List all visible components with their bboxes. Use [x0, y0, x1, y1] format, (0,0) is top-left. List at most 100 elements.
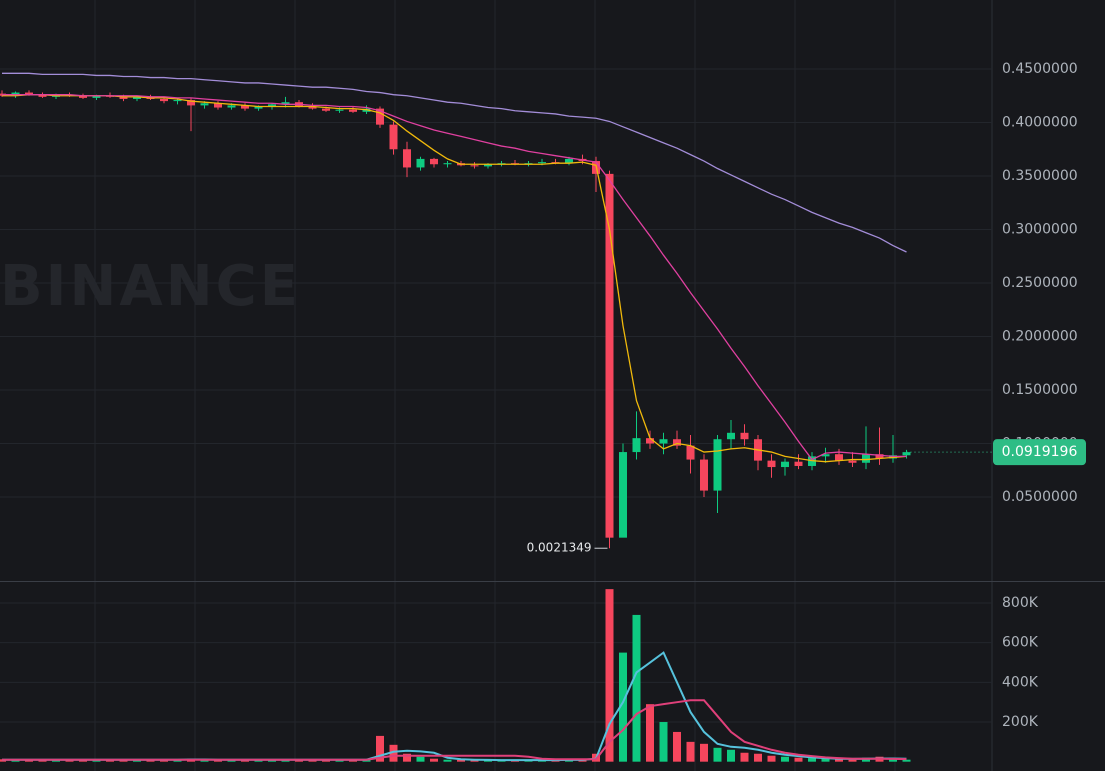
volume-bar	[214, 759, 222, 762]
y-tick-label: 0.0500000	[1002, 489, 1078, 505]
candle-body	[619, 452, 627, 538]
candle-body	[335, 109, 344, 111]
candle-body	[322, 108, 330, 111]
y-tick-label: 0.4000000	[1002, 115, 1078, 131]
candle-body	[632, 438, 641, 453]
candle-body	[25, 92, 33, 95]
candle-body	[430, 158, 438, 165]
volume-bar	[740, 752, 749, 762]
candle-body	[403, 149, 411, 168]
candle-body	[538, 162, 546, 164]
y-tick-label: 0.3500000	[1002, 168, 1078, 184]
volume-bar	[254, 759, 263, 762]
volume-bar	[781, 756, 789, 762]
last-price-box	[993, 439, 1086, 466]
volume-bar	[767, 755, 776, 762]
volume-bar	[889, 758, 897, 762]
y-tick-label: 600K	[1002, 635, 1039, 651]
moving-average-line	[2, 94, 907, 463]
candle-body	[848, 460, 857, 463]
volume-bar	[619, 652, 627, 762]
volume-bar	[38, 760, 47, 762]
candle-body	[862, 454, 870, 463]
volume-bar	[754, 753, 762, 762]
candle-body	[241, 105, 249, 109]
candle-body	[646, 438, 654, 444]
volume-bar	[484, 760, 492, 762]
y-tick-label: 200K	[1002, 714, 1039, 730]
volume-bar	[848, 759, 857, 762]
volume-average-line	[2, 699, 907, 761]
volume-bar	[160, 759, 168, 762]
candle-body	[659, 439, 668, 444]
volume-bar	[646, 704, 654, 762]
candle-body	[173, 100, 182, 102]
volume-bar	[835, 759, 843, 762]
candle-body	[835, 454, 843, 461]
volume-bar	[727, 749, 735, 762]
y-tick-label: 0.2000000	[1002, 329, 1078, 345]
candle-body	[187, 100, 195, 106]
candle-body	[349, 109, 357, 112]
y-tick-label: 0.3000000	[1002, 222, 1078, 238]
candle-body	[281, 102, 290, 105]
candle-body	[470, 165, 479, 167]
moving-average-line	[2, 94, 907, 461]
volume-bar	[632, 614, 641, 762]
candle-body	[133, 96, 141, 99]
volume-bar	[673, 731, 681, 762]
candle-body	[686, 445, 695, 460]
candle-body	[700, 459, 708, 491]
candle-body	[605, 173, 614, 538]
y-tick-label: 800K	[1002, 595, 1039, 611]
volume-bar	[821, 758, 830, 762]
candle-body	[443, 163, 452, 165]
last-price-label: 0.0919196	[1002, 444, 1078, 460]
candle-body	[565, 158, 573, 164]
candle-body	[416, 158, 425, 168]
candle-body	[781, 461, 789, 468]
volume-bar	[335, 759, 344, 762]
candle-body	[794, 461, 803, 466]
volume-bar	[713, 747, 722, 762]
candle-body	[200, 103, 209, 106]
candle-body	[227, 105, 236, 108]
volume-bar	[605, 589, 614, 762]
candle-body	[160, 98, 168, 102]
volume-bar	[686, 741, 695, 762]
volume-bar	[470, 760, 479, 762]
candle-body	[821, 454, 830, 457]
candle-body	[902, 452, 911, 456]
candle-body	[727, 432, 735, 440]
moving-average-line	[2, 72, 907, 253]
volume-bar	[403, 753, 411, 762]
y-tick-label: 0.2500000	[1002, 275, 1078, 291]
candle-body	[268, 104, 276, 107]
candle-body	[79, 95, 87, 98]
volume-bar	[389, 744, 398, 762]
volume-bar	[659, 722, 668, 762]
y-tick-label: 0.1500000	[1002, 382, 1078, 398]
y-tick-label: 400K	[1002, 674, 1039, 690]
volume-bar	[308, 760, 317, 762]
volume-bar	[349, 760, 357, 762]
candle-body	[673, 439, 681, 446]
volume-bar	[443, 759, 452, 762]
candle-body	[254, 106, 263, 109]
volume-bar	[65, 759, 74, 762]
low-label: 0.0021349	[527, 541, 592, 555]
candle-body	[389, 124, 398, 150]
volume-bar	[794, 757, 803, 762]
candle-body	[767, 460, 776, 468]
volume-bar	[430, 758, 438, 762]
candle-body	[308, 106, 317, 109]
volume-bar	[376, 735, 384, 762]
candle-body	[376, 108, 384, 125]
candle-body	[875, 454, 884, 459]
volume-bar	[902, 759, 911, 762]
candle-body	[713, 439, 722, 491]
volume-bar	[416, 756, 425, 762]
